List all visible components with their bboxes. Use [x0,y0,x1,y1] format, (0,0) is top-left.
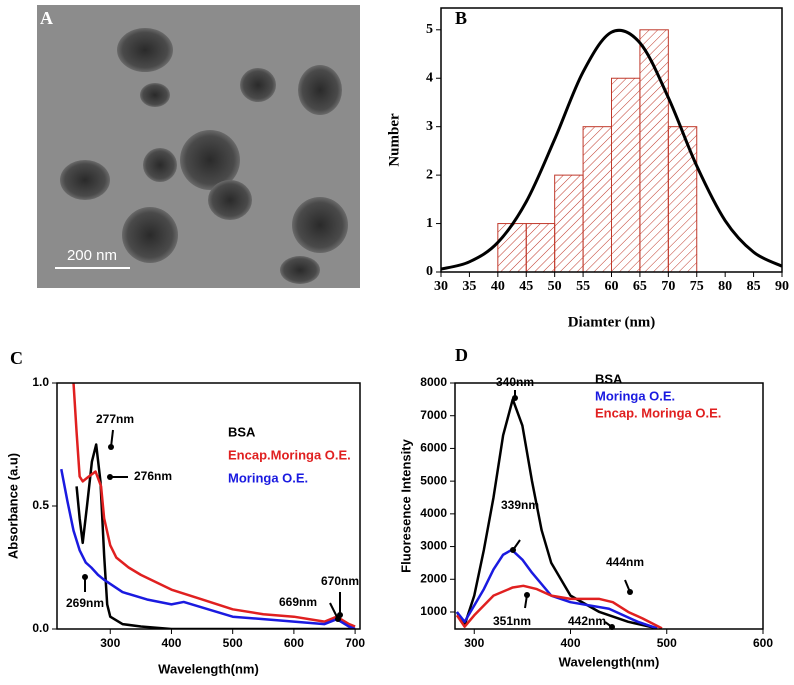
arrow-head [627,589,633,595]
y-tick-label: 0 [426,264,433,279]
x-tick-label: 30 [434,279,448,294]
x-tick-label: 75 [690,279,704,294]
legend-label: Encap. Moringa O.E. [595,405,721,420]
annotation: 670nm [321,574,359,588]
series-line [60,468,356,629]
annotation: 339nm [501,498,539,512]
annotation: 276nm [134,469,172,483]
fit-curve [441,28,782,271]
x-tick-label: 50 [548,279,562,294]
tem-image [37,5,360,288]
annotation: 442nm [568,614,606,628]
arrow-head [108,444,114,450]
x-tick-label: 55 [576,279,590,294]
x-tick-label: 80 [718,279,732,294]
arrow-head [524,592,530,598]
x-axis-title: Diamter (nm) [568,314,656,330]
annotation: 669nm [279,595,317,609]
y-axis-title: Absorbance (a.u) [5,453,20,559]
panel-label: D [455,345,468,365]
axes-frame [454,382,764,630]
plot-area [455,398,663,629]
scale-bar-label: 200 nm [67,247,117,264]
bar [611,77,641,272]
arrow-head [107,474,113,480]
x-tick-label: 40 [491,279,505,294]
legend-label: BSA [228,424,256,439]
y-tick-label: 1.0 [32,375,49,389]
x-tick-label: 45 [519,279,533,294]
y-tick-label: 6000 [420,441,447,455]
arrow-head [510,547,516,553]
legend-label: BSA [595,371,623,386]
y-tick-label: 1 [426,216,433,231]
x-tick-label: 90 [775,279,789,294]
x-tick-label: 65 [633,279,647,294]
y-axis-title: Fluoresence Intensity [398,438,413,572]
plot-area [60,383,356,629]
x-tick-label: 400 [161,636,181,650]
annotation: 444nm [606,555,644,569]
arrow-head [82,574,88,580]
y-tick-label: 4000 [420,506,447,520]
x-axis-title: Wavelength(nm) [158,661,259,676]
x-axis-title: Wavelength(nm) [559,654,660,669]
panel-label: B [455,8,467,28]
axes-frame [56,382,361,630]
bar [582,126,612,272]
x-tick-label: 300 [100,636,120,650]
x-tick-label: 500 [657,636,677,650]
y-tick-label: 5000 [420,473,447,487]
series-line [455,584,663,629]
bar [497,223,527,272]
y-tick-label: 3 [426,119,433,134]
bar [525,223,556,272]
x-tick-label: 600 [284,636,304,650]
annotation: 351nm [493,614,531,628]
x-tick-label: 60 [605,279,619,294]
x-tick-label: 300 [464,636,484,650]
y-tick-label: 1000 [420,604,447,618]
y-axis-title: Number [386,113,402,167]
plot-area [441,28,782,272]
y-tick-label: 8000 [420,375,447,389]
y-tick-label: 2 [426,167,433,182]
y-tick-label: 4 [426,70,433,85]
y-tick-label: 0.5 [32,498,49,512]
y-tick-label: 5 [426,22,433,37]
bar [554,174,584,272]
x-tick-label: 35 [462,279,476,294]
annotation: 277nm [96,412,134,426]
legend-label: Moringa O.E. [595,388,675,403]
series-line [455,398,658,629]
y-tick-label: 2000 [420,571,447,585]
x-tick-label: 600 [753,636,773,650]
arrow-head [337,612,343,618]
legend-label: Encap.Moringa O.E. [228,447,351,462]
axes-frame [440,7,783,273]
y-tick-label: 0.0 [32,621,49,635]
y-tick-label: 7000 [420,408,447,422]
x-tick-label: 700 [345,636,365,650]
bar [667,126,698,272]
x-tick-label: 85 [747,279,761,294]
x-tick-label: 500 [223,636,243,650]
y-tick-label: 3000 [420,539,447,553]
x-tick-label: 70 [661,279,675,294]
annotation: 340nm [496,375,534,389]
x-tick-label: 400 [560,636,580,650]
panel-label: A [40,8,53,28]
legend-label: Moringa O.E. [228,470,308,485]
arrow-head [512,395,518,401]
series-line [455,548,658,629]
series-line [72,383,356,628]
panel-label: C [10,348,23,368]
annotation: 269nm [66,596,104,610]
